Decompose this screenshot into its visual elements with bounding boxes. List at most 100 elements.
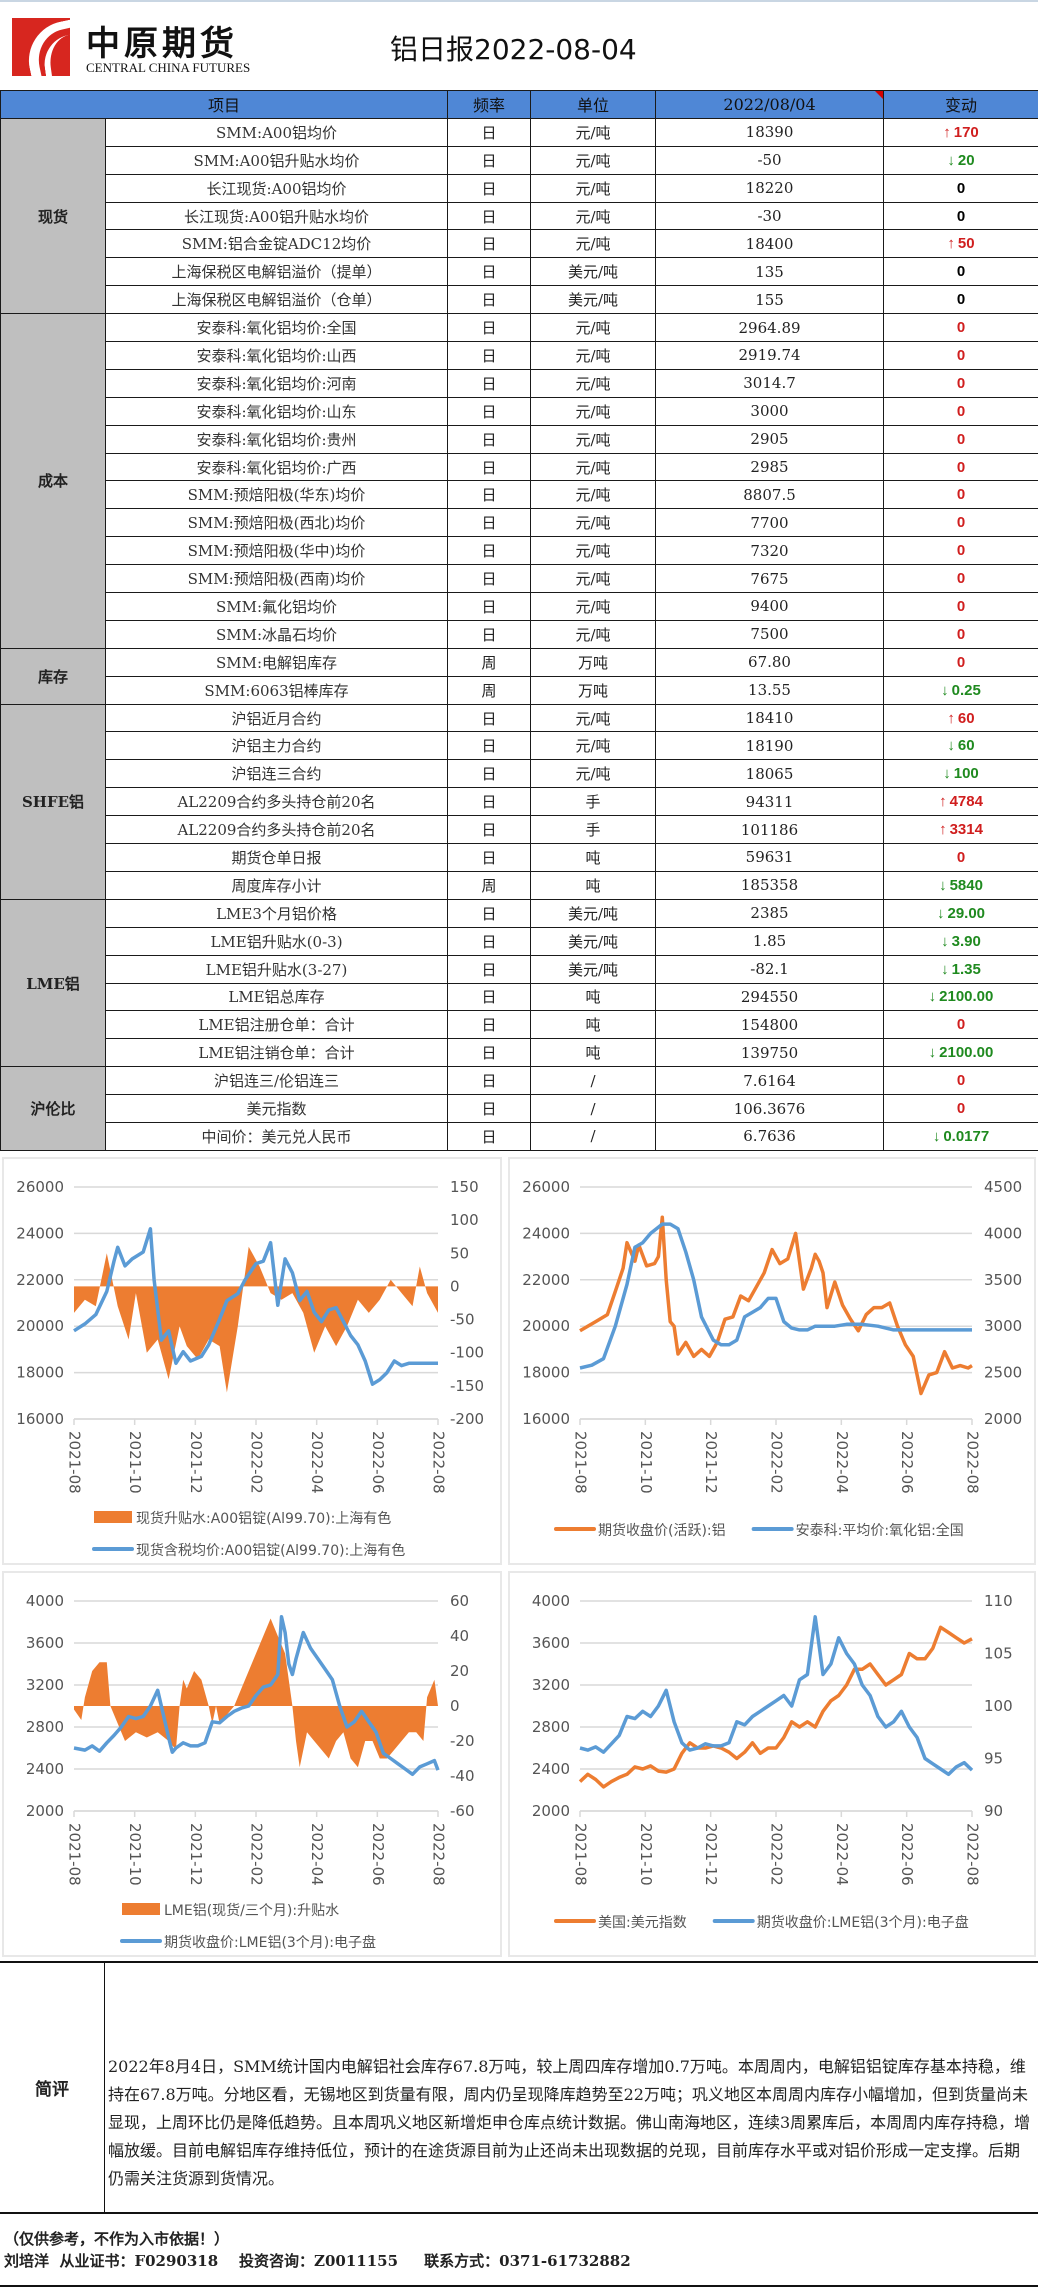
line-series: [579, 1215, 973, 1396]
value-cell: 6.7636: [655, 1121, 885, 1151]
change-cell: 0: [883, 647, 1038, 677]
change-cell: 0: [883, 619, 1038, 649]
table-row: 沪铝主力合约日元/吨 18190 ↓ 60: [1, 731, 1038, 761]
y-right-tick-label: -200: [450, 1410, 484, 1428]
value-cell: 9400: [655, 592, 885, 621]
unit-cell: 元/吨: [530, 452, 657, 482]
y-left-tick-label: 20000: [522, 1317, 570, 1335]
item-name-cell: 上海保税区电解铝溢价（仓单）: [104, 285, 449, 315]
y-right-tick-label: 105: [984, 1645, 1013, 1663]
y-right-tick-label: 110: [984, 1592, 1013, 1610]
frequency-cell: 日: [447, 1010, 532, 1040]
chart-spot-premium: 16000 18000 20000 22000 24000 26000 -200 -150 -1…: [2, 1157, 502, 1565]
change-value: 3.90: [951, 932, 981, 950]
change-cell: ↓ 100: [883, 759, 1038, 789]
frequency-cell: 周: [447, 647, 532, 677]
item-name-cell: SMM:A00铝均价: [104, 117, 449, 147]
change-cell: 0: [883, 341, 1038, 370]
item-name-cell: 安泰科:氧化铝均价:山西: [104, 341, 449, 370]
value-cell: -50: [655, 145, 885, 175]
frequency-cell: 日: [447, 424, 532, 454]
chart-lme-spread: 2000 2400 2800 3200 3600 4000 -60 -40 -20 0 20 40 60…: [2, 1571, 502, 1957]
y-left-tick-label: 3600: [26, 1634, 64, 1652]
commentary-text: 2022年8月4日，SMM统计国内电解铝社会库存67.8万吨，较上周四库存增加0…: [108, 2057, 1031, 2188]
y-right-tick-label: -20: [450, 1732, 475, 1750]
item-name-cell: 上海保税区电解铝溢价（提单）: [104, 257, 449, 287]
value-cell: 101186: [655, 815, 885, 845]
x-tick-label: 2022-06: [898, 1431, 916, 1494]
unit-cell: 元/吨: [530, 117, 657, 147]
column-header-freq: 频率: [447, 90, 532, 119]
change-cell: ↓ 0.0177: [883, 1121, 1038, 1151]
legend-swatch-area: [122, 1903, 160, 1915]
unit-cell: 元/吨: [530, 564, 657, 594]
change-value: 60: [957, 709, 975, 727]
y-left-tick-label: 16000: [522, 1410, 570, 1428]
category-cell: 沪伦比: [0, 1066, 106, 1151]
x-tick-label: 2022-04: [308, 1431, 326, 1494]
value-cell: 18400: [655, 229, 885, 259]
change-value: 20: [957, 151, 975, 169]
change-cell: 0: [883, 1094, 1038, 1123]
item-name-cell: SMM:电解铝库存: [104, 647, 449, 677]
change-cell: 0: [883, 592, 1038, 621]
x-tick-label: 2022-08: [964, 1823, 982, 1886]
table-row: 长江现货:A00铝升贴水均价日元/吨 -30 0: [1, 201, 1038, 231]
change-value: 0: [956, 625, 966, 643]
frequency-cell: 日: [447, 368, 532, 398]
value-cell: 1.85: [655, 926, 885, 956]
arrow-down-icon: ↓: [932, 1127, 941, 1145]
y-left-tick-label: 26000: [522, 1178, 570, 1196]
analyst-contact: 刘培洋 从业证书：F0290318 投资咨询：Z0011155 联系方式：037…: [4, 2252, 631, 2270]
value-cell: -30: [655, 201, 885, 231]
x-tick-label: 2021-10: [637, 1431, 655, 1494]
change-cell: 0: [883, 313, 1038, 343]
item-name-cell: SMM:预焙阳极(西北)均价: [104, 508, 449, 538]
y-right-tick-label: 4500: [984, 1178, 1022, 1196]
change-value: 29.00: [947, 904, 986, 922]
change-value: 0: [956, 570, 966, 588]
frequency-cell: 日: [447, 898, 532, 928]
chart-futures-alumina: 16000 18000 20000 22000 24000 26000 2000 2500 30…: [508, 1157, 1036, 1565]
frequency-cell: 日: [447, 564, 532, 594]
change-cell: 0: [883, 173, 1038, 203]
unit-cell: 元/吨: [530, 731, 657, 761]
item-name-cell: 中间价：美元兑人民币: [104, 1121, 449, 1151]
unit-cell: 万吨: [530, 647, 657, 677]
change-cell: 0: [883, 257, 1038, 287]
x-tick-label: 2021-08: [66, 1431, 84, 1494]
frequency-cell: 周: [447, 675, 532, 705]
value-cell: 106.3676: [655, 1094, 885, 1123]
frequency-cell: 日: [447, 536, 532, 566]
table-row: 沪铝连三合约日元/吨 18065 ↓ 100: [1, 759, 1038, 789]
y-right-tick-label: 95: [984, 1750, 1003, 1768]
frequency-cell: 日: [447, 201, 532, 231]
x-tick-label: 2022-04: [308, 1823, 326, 1886]
disclaimer-text: （仅供参考，不作为入市依据！）: [4, 2230, 230, 2248]
table-row: SMM:6063铝棒库存周万吨 13.55 ↓ 0.25: [1, 675, 1038, 705]
unit-cell: 美元/吨: [530, 285, 657, 315]
change-value: 0: [956, 1072, 966, 1090]
frequency-cell: 日: [447, 1094, 532, 1123]
table-row: 周度库存小计周吨 185358 ↓ 5840: [1, 870, 1038, 900]
table-row: SHFE铝 沪铝近月合约日元/吨 18410 ↑ 60: [0, 703, 1038, 900]
y-right-tick-label: 50: [450, 1244, 469, 1262]
table-row: 安泰科:氧化铝均价:贵州日元/吨 2905 0: [1, 424, 1038, 454]
line-series: [73, 1615, 440, 1777]
unit-cell: 元/吨: [530, 619, 657, 649]
y-right-tick-label: 40: [450, 1627, 469, 1645]
y-right-tick-label: 3500: [984, 1271, 1022, 1289]
y-right-tick-label: 0: [450, 1277, 460, 1295]
table-row: SMM:预焙阳极(西南)均价日元/吨 7675 0: [1, 564, 1038, 594]
change-value: 0: [956, 486, 966, 504]
table-row: LME铝注销仓单：合计日吨 139750 ↓ 2100.00: [1, 1038, 1038, 1068]
x-tick-label: 2021-08: [66, 1823, 84, 1886]
table-row: 安泰科:氧化铝均价:河南日元/吨 3014.7 0: [1, 368, 1038, 398]
y-left-tick-label: 3600: [532, 1634, 570, 1652]
value-cell: 2905: [655, 424, 885, 454]
change-value: 0: [956, 514, 966, 532]
x-tick-label: 2022-02: [768, 1431, 786, 1494]
y-right-tick-label: -60: [450, 1802, 475, 1820]
x-tick-label: 2021-10: [126, 1431, 144, 1494]
y-left-tick-label: 26000: [16, 1178, 64, 1196]
